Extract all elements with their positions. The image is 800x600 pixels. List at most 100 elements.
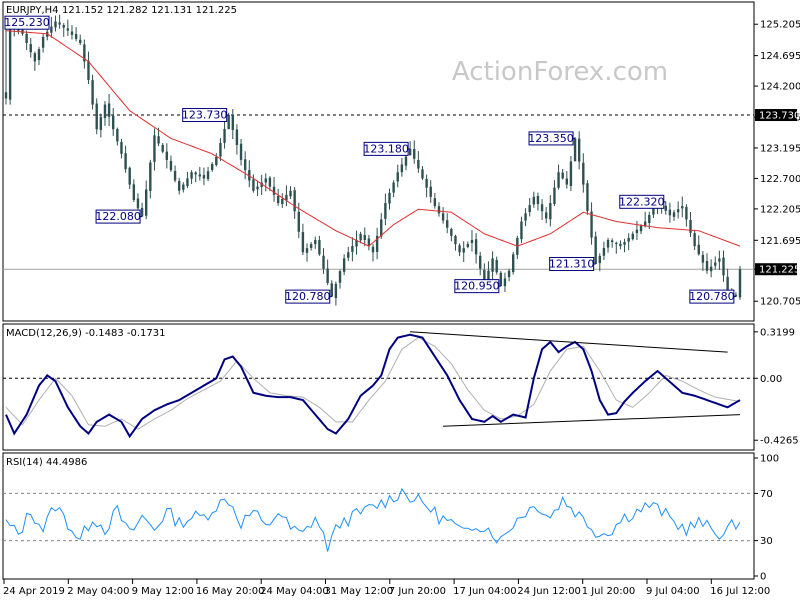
candle-body [701, 254, 705, 263]
candle-body [326, 268, 329, 284]
x-axis-tick-label: 24 May 04:00 [260, 586, 329, 597]
candle-body [681, 206, 684, 209]
annotation-box [549, 256, 595, 271]
candle-body [569, 161, 573, 187]
candle-body [194, 172, 197, 175]
candle-body [499, 272, 503, 287]
candle-body [433, 198, 437, 207]
candle-body [289, 190, 292, 197]
candle-body [606, 239, 610, 248]
candle-body [536, 196, 540, 205]
candle-body [392, 182, 395, 193]
annotation-box [689, 289, 735, 304]
candle-body [380, 219, 383, 237]
macd-panel-frame [2, 323, 755, 451]
annotation-box [285, 289, 331, 304]
candle-body [305, 248, 309, 253]
candle-body [466, 244, 470, 248]
candle-body [153, 135, 156, 162]
candle-body [268, 177, 272, 187]
x-axis-tick-label: 24 Jun 12:00 [517, 586, 581, 597]
candle-body [577, 138, 581, 162]
candle-body [429, 186, 432, 197]
rsi-y-tick-label: 70 [760, 489, 773, 500]
rsi-y-axis: 100 70 30 0 [754, 454, 779, 583]
x-axis-tick-label: 1 Jul 20:00 [582, 586, 636, 597]
candle-body [594, 236, 597, 264]
candle-body [520, 221, 523, 240]
candle-body [396, 172, 399, 182]
x-axis-tick-label: 24 Apr 2019 [3, 586, 65, 597]
annotation-label: 123.730 [182, 109, 228, 122]
annotation-label: 123.350 [528, 132, 574, 145]
candle-body [297, 211, 300, 232]
x-axis-tick-label: 16 Jul 12:00 [710, 586, 770, 597]
candle-body [355, 239, 358, 247]
x-axis-tick-label: 2 May 04:00 [67, 586, 129, 597]
annotation-label: 121.310 [549, 257, 595, 270]
candle-body [643, 221, 647, 227]
candle-body [709, 266, 713, 272]
candle-body [243, 159, 247, 171]
candle-body [359, 233, 362, 241]
price-annotations: 125.230 123.730 122.080 123.180 120.780 120.9… [4, 15, 736, 304]
candle-body [615, 242, 618, 245]
candle-body [309, 244, 313, 248]
candle-body [103, 104, 107, 119]
rsi-y-tick-label: 100 [760, 454, 779, 465]
candle-body [281, 198, 284, 204]
candle-body [177, 180, 181, 191]
candle-body [726, 276, 729, 293]
rsi-y-tick-label: 0 [760, 572, 766, 583]
candle-body [648, 214, 651, 223]
candle-body [334, 283, 338, 299]
candle-body [149, 162, 152, 191]
candle-body [610, 240, 614, 243]
candle-body [338, 271, 342, 283]
candle-body [479, 255, 482, 269]
candle-body [664, 205, 667, 211]
macd-y-tick-label: 0.3199 [760, 327, 795, 338]
candle-body [474, 239, 478, 255]
candle-body [602, 247, 606, 256]
candle-body [718, 258, 721, 262]
candle-body [619, 243, 622, 247]
candle-body [573, 138, 577, 162]
price-y-tick-label: 122.700 [760, 174, 800, 185]
candle-body [635, 229, 639, 234]
candle-body [425, 178, 428, 188]
candle-body [507, 270, 511, 278]
candle-body [330, 283, 333, 297]
candle-body [260, 182, 263, 187]
candle-body [639, 225, 643, 232]
candle-body [342, 258, 346, 272]
rsi-line [5, 487, 741, 552]
candle-body [99, 116, 103, 130]
candle-body [58, 22, 61, 25]
candle-body [561, 172, 564, 179]
candle-body [83, 44, 86, 62]
candle-body [8, 24, 12, 100]
annotation-label: 125.230 [4, 16, 50, 29]
candle-body [524, 213, 527, 221]
candle-body [41, 36, 45, 48]
moving-average-line [5, 30, 741, 247]
resistance-label-box [755, 109, 797, 122]
x-axis-tick-label: 16 May 20:00 [196, 586, 265, 597]
candle-body [285, 194, 288, 201]
macd-signal-line [5, 337, 741, 430]
candle-body [400, 164, 404, 173]
candle-body [252, 179, 255, 191]
candle-body [314, 239, 317, 245]
candle-body [417, 160, 420, 169]
candle-body [29, 44, 32, 53]
candle-body [672, 212, 676, 217]
candle-body [186, 178, 189, 187]
candle-body [351, 246, 354, 252]
candle-body [565, 178, 569, 185]
candle-body [322, 255, 325, 269]
candle-body [470, 239, 474, 244]
candle-body [347, 252, 350, 258]
price-y-tick-label: 122.205 [760, 204, 800, 215]
annotation-box [363, 141, 409, 156]
